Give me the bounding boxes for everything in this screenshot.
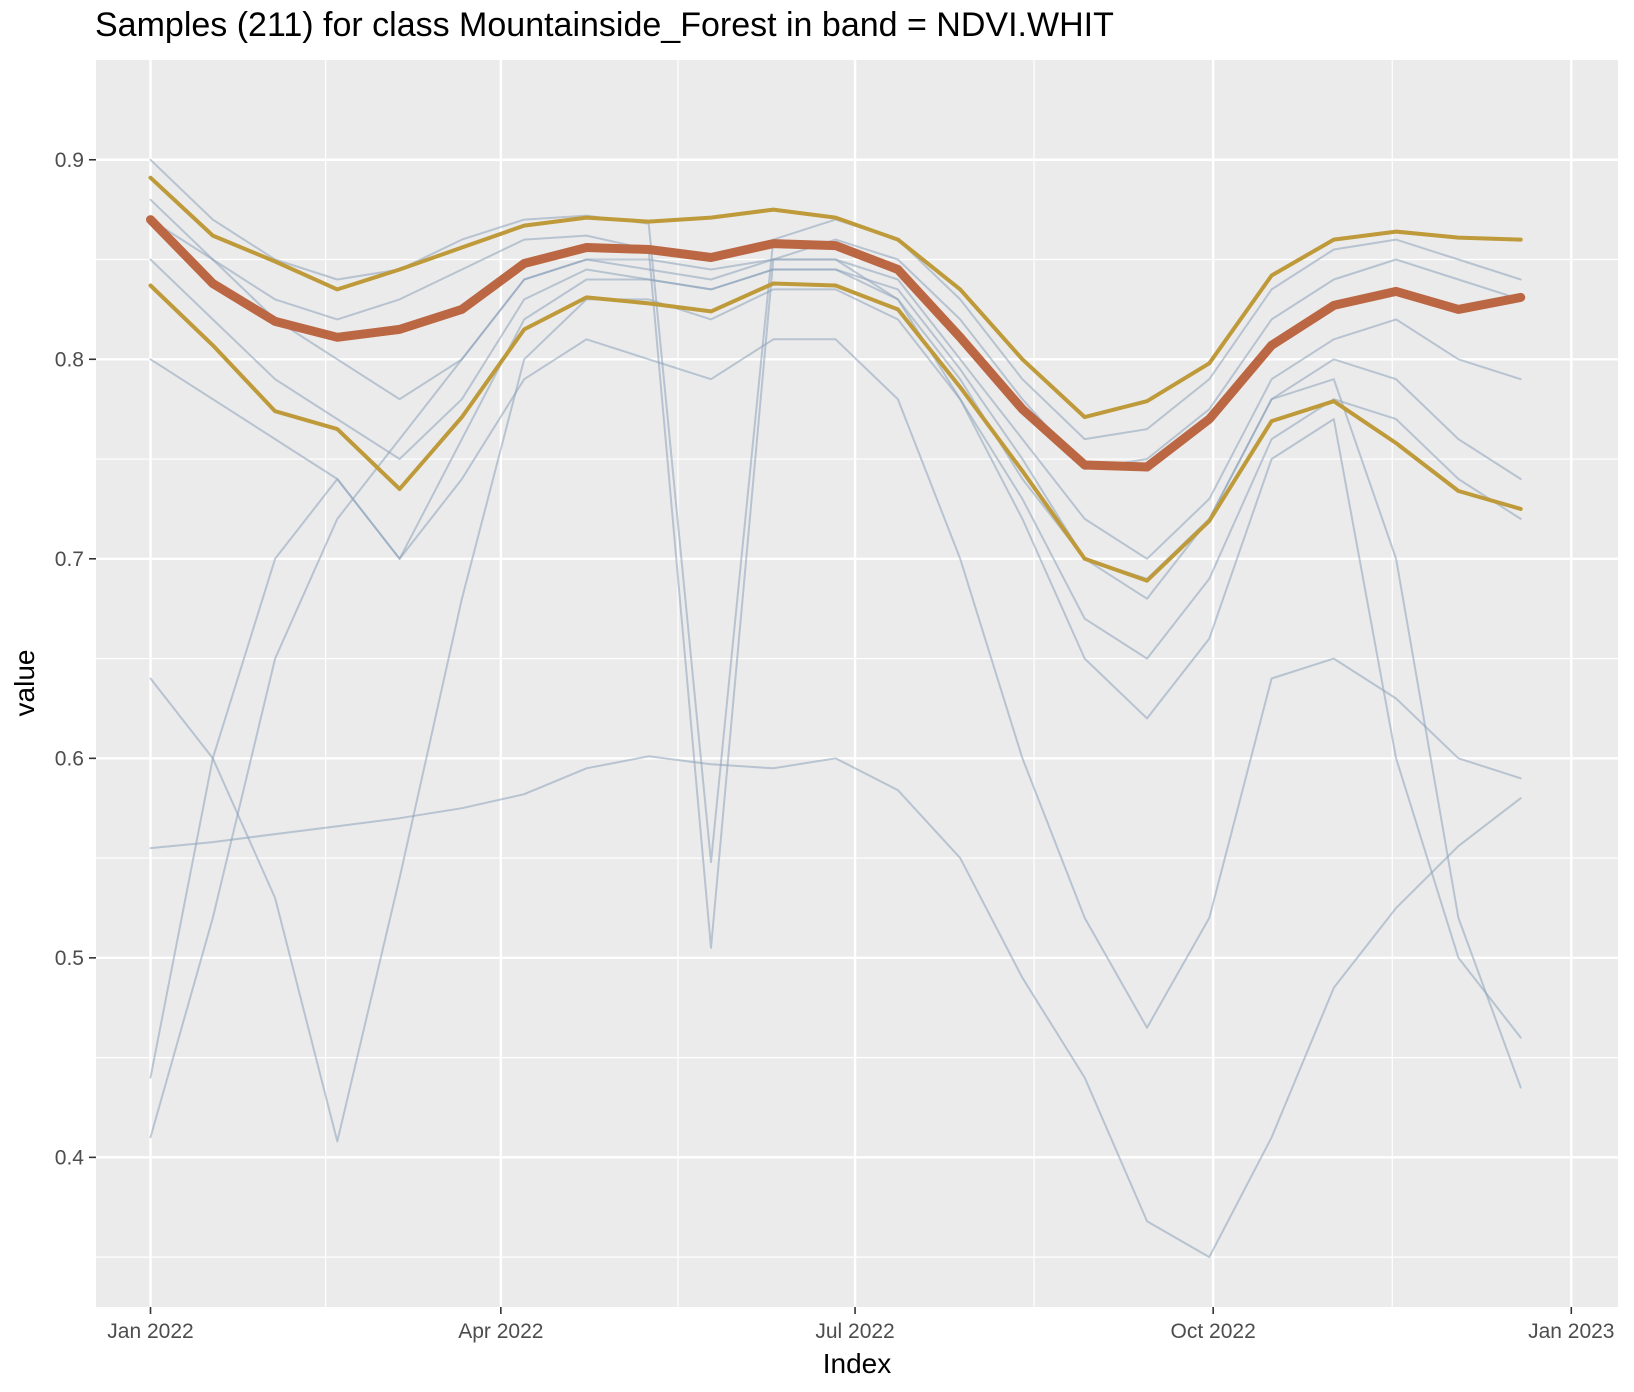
- x-tick-label: Oct 2022: [1171, 1320, 1256, 1343]
- x-tick-label: Apr 2022: [458, 1320, 543, 1343]
- series-line-sample-lowest: [149, 755, 1522, 1259]
- y-tick-label: 0.7: [55, 548, 84, 571]
- x-tick-label: Jan 2023: [1528, 1320, 1614, 1343]
- x-tick-label: Jul 2022: [815, 1320, 894, 1343]
- series-line-sample-low-dec: [149, 218, 1522, 1089]
- series-layer: [146, 158, 1526, 1259]
- y-tick-label: 0.5: [55, 947, 84, 970]
- grid-major: [96, 60, 1618, 1307]
- axis-labels: 0.4 0.5 0.6 0.7 0.8 0.9 Jan 2022 Apr 2022 Jul 20…: [55, 149, 1615, 1343]
- x-axis-title: Index: [823, 1348, 892, 1379]
- series-line-sample-dip-may-b: [149, 198, 1522, 949]
- series-line-sample-low-feb: [149, 288, 1522, 1143]
- y-tick-label: 0.4: [55, 1146, 85, 1169]
- series-line-upper-quantile: [148, 175, 1523, 420]
- series-line-sample-late-dip: [149, 258, 1522, 1039]
- series-line-sample-low-sep: [149, 338, 1522, 1029]
- chart-title: Samples (211) for class Mountainside_For…: [95, 6, 1114, 44]
- y-axis-title: value: [9, 650, 40, 717]
- axis-ticks: [89, 158, 1573, 1314]
- plot-panel: [96, 60, 1618, 1307]
- series-line-lower-quantile: [148, 281, 1523, 583]
- series-line-median: [146, 215, 1526, 472]
- y-tick-label: 0.6: [55, 747, 84, 770]
- y-tick-label: 0.9: [55, 149, 84, 172]
- y-tick-label: 0.8: [55, 348, 84, 371]
- x-tick-label: Jan 2022: [107, 1320, 193, 1343]
